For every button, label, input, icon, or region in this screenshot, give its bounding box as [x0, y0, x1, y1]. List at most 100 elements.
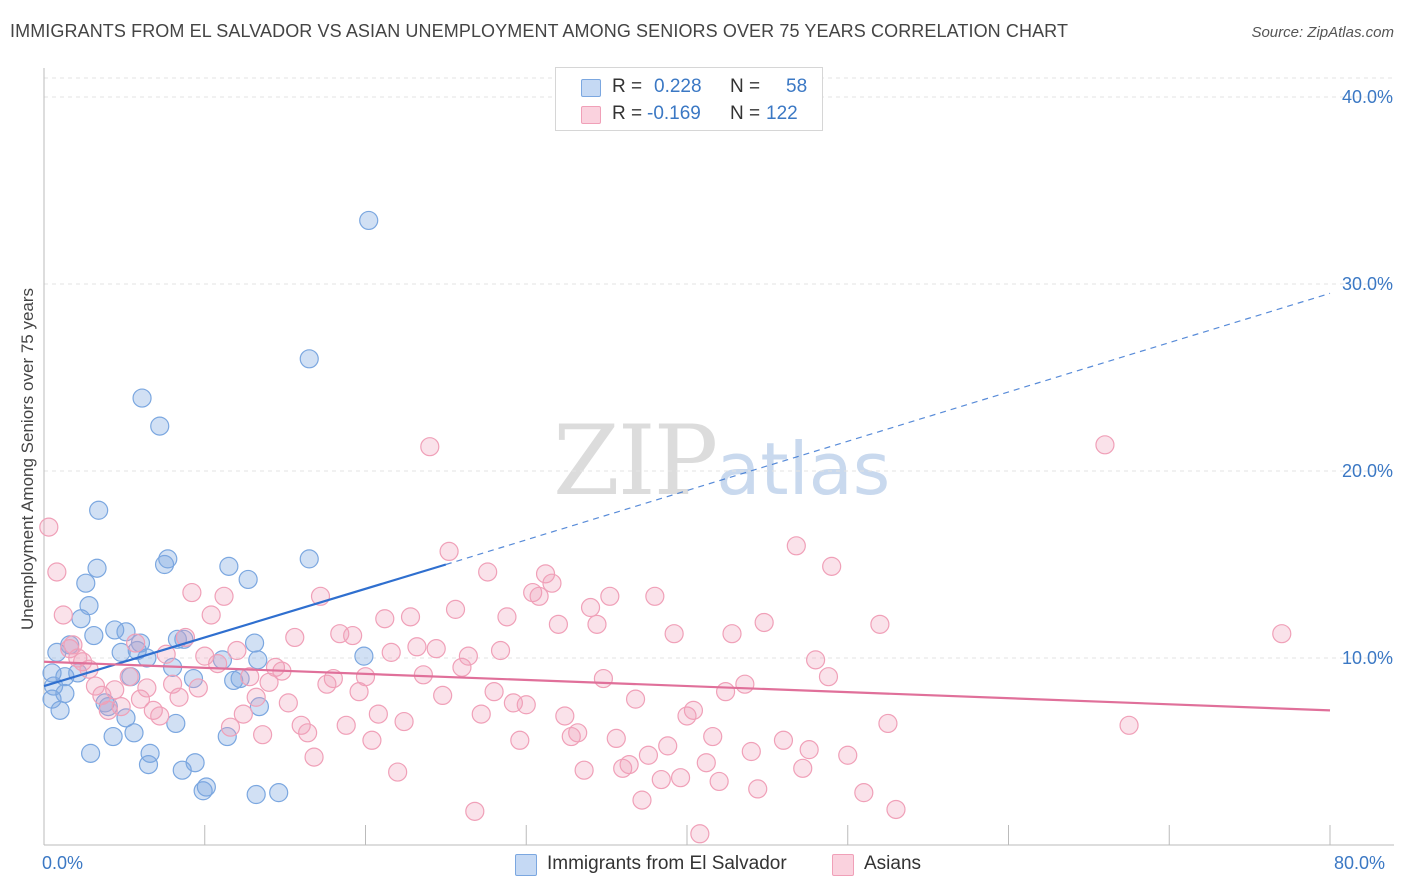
- point-asians: [670, 768, 691, 788]
- point-asians: [735, 674, 755, 694]
- point-asians: [394, 711, 414, 732]
- point-asians: [600, 586, 620, 606]
- point-asians: [201, 605, 221, 625]
- point-el-salvador: [55, 683, 75, 704]
- point-asians: [516, 695, 536, 715]
- point-asians: [818, 667, 839, 687]
- point-el-salvador: [248, 650, 268, 670]
- point-el-salvador: [183, 668, 204, 689]
- legend-r-label: R =: [612, 103, 643, 124]
- point-asians: [471, 704, 491, 724]
- point-asians: [465, 801, 485, 821]
- legend-n-value: 122: [766, 103, 798, 124]
- point-asians: [323, 668, 343, 689]
- point-el-salvador: [354, 646, 374, 666]
- point-asians: [645, 586, 665, 606]
- point-asians: [227, 640, 247, 661]
- point-asians: [497, 607, 517, 627]
- legend-row-asians: R = -0.169 N = 122: [556, 101, 822, 127]
- point-asians: [696, 753, 716, 773]
- point-asians: [786, 536, 806, 556]
- point-el-salvador: [111, 642, 131, 662]
- point-asians: [381, 642, 401, 662]
- y-tick-label: 40.0%: [1342, 87, 1393, 107]
- point-asians: [709, 771, 729, 792]
- point-el-salvador: [154, 554, 175, 575]
- legend-r-label: R =: [612, 76, 643, 97]
- point-asians: [150, 706, 170, 726]
- point-asians: [458, 646, 478, 666]
- point-asians: [253, 725, 273, 745]
- x-tick-label-min: 0.0%: [42, 853, 84, 873]
- point-el-salvador: [132, 388, 152, 408]
- legend-r-value: 0.228: [654, 76, 702, 97]
- point-asians: [568, 723, 588, 743]
- point-el-salvador: [196, 777, 216, 797]
- point-asians: [638, 745, 659, 765]
- point-asians: [105, 680, 125, 700]
- point-asians: [439, 541, 459, 562]
- y-tick-label: 20.0%: [1342, 461, 1393, 481]
- point-asians: [658, 736, 678, 756]
- watermark-atlas: atlas: [716, 427, 891, 511]
- point-asians: [574, 760, 594, 780]
- point-el-salvador: [89, 500, 109, 520]
- point-asians: [632, 790, 652, 810]
- point-asians: [870, 614, 890, 634]
- bottom-legend-swatch-el-salvador: [515, 854, 537, 876]
- source-label: Source: ZipAtlas.com: [1251, 24, 1394, 41]
- point-el-salvador: [84, 625, 104, 646]
- point-asians: [715, 682, 736, 702]
- point-el-salvador: [103, 726, 123, 747]
- point-el-salvador: [124, 723, 144, 743]
- point-asians: [285, 627, 305, 648]
- point-asians: [362, 730, 382, 750]
- point-asians: [355, 667, 376, 687]
- point-asians: [420, 437, 440, 457]
- point-asians: [39, 517, 59, 537]
- point-el-salvador: [150, 416, 170, 436]
- point-asians: [304, 747, 324, 767]
- point-asians: [664, 624, 684, 644]
- point-asians: [126, 633, 146, 653]
- point-el-salvador: [76, 573, 96, 593]
- point-el-salvador: [50, 700, 70, 720]
- point-asians: [368, 704, 388, 724]
- point-asians: [793, 758, 813, 778]
- point-asians: [445, 599, 466, 619]
- point-asians: [754, 612, 774, 633]
- point-asians: [433, 685, 453, 706]
- point-asians: [651, 769, 671, 790]
- point-asians: [593, 668, 614, 689]
- point-asians: [336, 715, 356, 735]
- point-asians: [375, 609, 395, 629]
- point-asians: [111, 697, 131, 717]
- legend-n-label: N =: [730, 76, 761, 97]
- point-el-salvador: [244, 633, 265, 653]
- point-asians: [278, 693, 298, 713]
- point-asians: [535, 564, 556, 584]
- point-asians: [85, 676, 106, 696]
- point-asians: [426, 639, 446, 659]
- point-asians: [233, 704, 253, 724]
- point-asians: [214, 586, 234, 606]
- point-el-salvador: [140, 743, 160, 763]
- point-el-salvador: [42, 663, 62, 683]
- chart-title: IMMIGRANTS FROM EL SALVADOR VS ASIAN UNE…: [10, 21, 1069, 41]
- point-asians: [625, 689, 646, 709]
- point-asians: [587, 614, 607, 634]
- point-asians: [548, 614, 569, 634]
- watermark: ZIPatlas: [553, 405, 890, 517]
- point-asians: [452, 657, 472, 677]
- point-asians: [47, 562, 67, 582]
- point-asians: [542, 573, 562, 593]
- legend-n-label: N =: [730, 103, 761, 124]
- point-el-salvador: [81, 743, 101, 763]
- bottom-legend-label-el-salvador: Immigrants from El Salvador: [547, 853, 787, 874]
- point-asians: [555, 706, 575, 726]
- point-asians: [169, 687, 189, 707]
- legend-row-el-salvador: R = 0.228 N = 58: [556, 74, 822, 100]
- legend-n-value: 58: [786, 76, 808, 97]
- point-el-salvador: [359, 210, 379, 231]
